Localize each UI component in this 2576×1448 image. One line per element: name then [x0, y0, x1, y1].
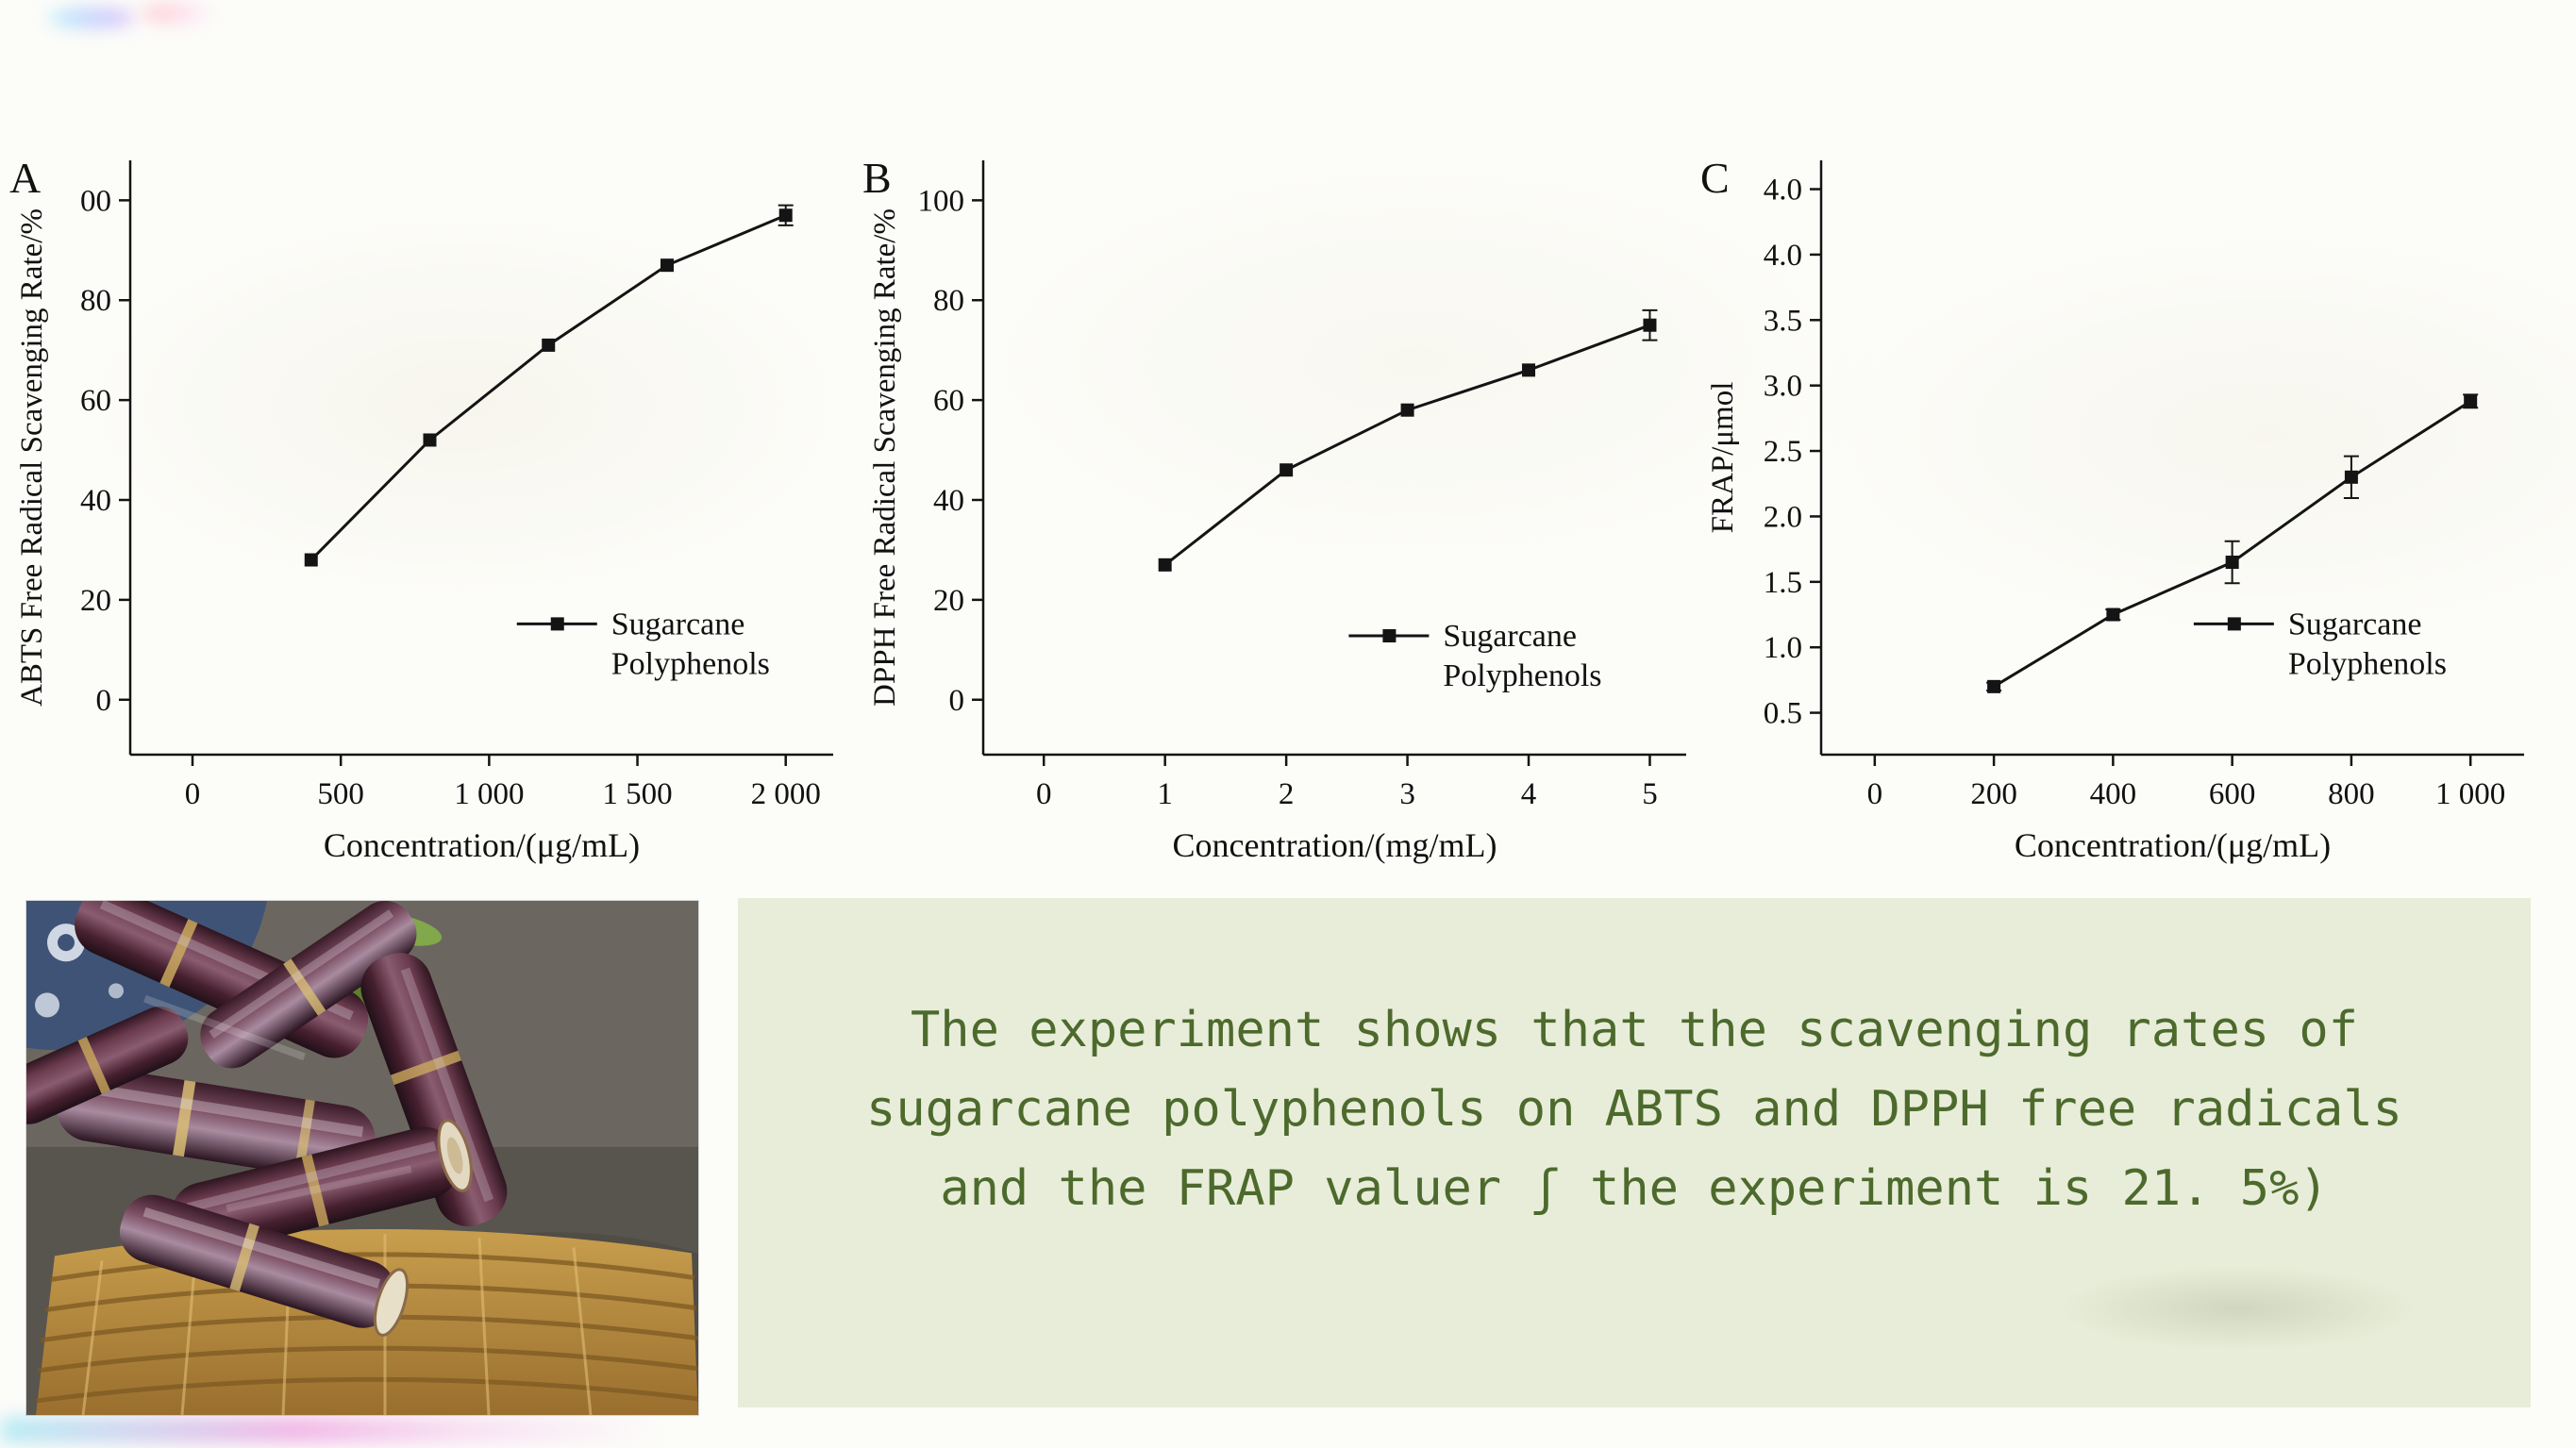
svg-text:2.5: 2.5	[1764, 435, 1802, 469]
svg-text:800: 800	[2328, 777, 2375, 811]
chart-panel-frap: C 0 200 400 600 800 1 000 0.5 1.0 1.5 2.0 2.5 3.0 3.5…	[1698, 121, 2548, 890]
svg-text:100: 100	[918, 184, 965, 218]
svg-text:500: 500	[317, 777, 364, 811]
svg-text:1 000: 1 000	[2435, 777, 2505, 811]
abts-scavenging-chart: A 0 500 1 000 1 500 2 000 0 20 40 60 80 00 Concentra…	[9, 154, 833, 864]
svg-text:FRAP/μmol: FRAP/μmol	[1706, 382, 1740, 534]
svg-text:60: 60	[80, 384, 111, 418]
sugarcane-photo	[26, 901, 698, 1415]
svg-text:Concentration/(μg/mL): Concentration/(μg/mL)	[324, 826, 640, 864]
svg-text:0.5: 0.5	[1764, 697, 1802, 731]
svg-text:0: 0	[949, 684, 965, 718]
svg-text:0: 0	[1867, 777, 1883, 811]
svg-text:400: 400	[2090, 777, 2137, 811]
svg-text:0: 0	[1036, 777, 1052, 811]
svg-text:Polyphenols: Polyphenols	[1443, 658, 1601, 693]
svg-text:1.5: 1.5	[1764, 566, 1802, 600]
svg-text:Polyphenols: Polyphenols	[2288, 646, 2447, 681]
svg-text:4.0: 4.0	[1764, 174, 1802, 208]
chart-panel-dpph: B 0 1 2 3 4 5 0 20 40 60 80 100 Concentration/(mg/mL)…	[861, 121, 1710, 890]
svg-text:1 000: 1 000	[454, 777, 524, 811]
svg-text:600: 600	[2209, 777, 2256, 811]
frap-chart: C 0 200 400 600 800 1 000 0.5 1.0 1.5 2.0 2.5 3.0 3.5…	[1700, 154, 2524, 864]
svg-text:00: 00	[80, 184, 111, 218]
caption-line: sugarcane polyphenols on ABTS and DPPH f…	[866, 1081, 2402, 1138]
svg-text:Polyphenols: Polyphenols	[611, 646, 770, 681]
caption-line: The experiment shows that the scavenging…	[910, 1002, 2359, 1058]
svg-text:80: 80	[933, 284, 964, 318]
svg-text:0: 0	[185, 777, 201, 811]
caption-line: and the FRAP valuer ʃ the experiment is …	[940, 1160, 2329, 1217]
svg-text:3.5: 3.5	[1764, 304, 1802, 338]
svg-text:40: 40	[933, 484, 964, 518]
svg-text:40: 40	[80, 484, 111, 518]
svg-text:DPPH Free Radical Scavenging R: DPPH Free Radical Scavenging Rate/%	[868, 208, 902, 707]
svg-text:20: 20	[933, 584, 964, 618]
dpph-scavenging-chart: B 0 1 2 3 4 5 0 20 40 60 80 100 Concentration/(mg/mL)…	[862, 154, 1686, 864]
svg-text:80: 80	[80, 284, 111, 318]
svg-text:ABTS Free Radical Scavenging R: ABTS Free Radical Scavenging Rate/%	[15, 208, 49, 707]
svg-text:Sugarcane: Sugarcane	[2288, 607, 2422, 641]
svg-text:4: 4	[1521, 777, 1537, 811]
svg-text:A: A	[9, 154, 41, 202]
svg-text:3.0: 3.0	[1764, 370, 1802, 404]
svg-text:4.0: 4.0	[1764, 239, 1802, 273]
svg-text:B: B	[862, 154, 892, 202]
svg-text:C: C	[1700, 154, 1730, 202]
svg-text:1: 1	[1157, 777, 1173, 811]
svg-text:5: 5	[1642, 777, 1658, 811]
svg-text:Concentration/(μg/mL): Concentration/(μg/mL)	[2015, 826, 2331, 864]
svg-text:0: 0	[96, 684, 112, 718]
caption-box: The experiment shows that the scavenging…	[738, 898, 2531, 1407]
decorative-smudge-bottom	[0, 1417, 661, 1443]
svg-text:2.0: 2.0	[1764, 500, 1802, 534]
svg-text:Sugarcane: Sugarcane	[1443, 619, 1577, 654]
svg-text:2 000: 2 000	[751, 777, 821, 811]
svg-text:60: 60	[933, 384, 964, 418]
svg-text:1.0: 1.0	[1764, 631, 1802, 665]
svg-text:3: 3	[1399, 777, 1415, 811]
decorative-smudge-top-cyan	[49, 8, 134, 28]
svg-text:Sugarcane: Sugarcane	[611, 607, 745, 641]
svg-text:Concentration/(mg/mL): Concentration/(mg/mL)	[1173, 826, 1497, 864]
svg-text:20: 20	[80, 584, 111, 618]
svg-text:1 500: 1 500	[602, 777, 672, 811]
svg-text:200: 200	[1970, 777, 2017, 811]
decorative-smudge-top-pink	[142, 4, 208, 23]
sugarcane-photo-illustration	[26, 901, 698, 1415]
chart-panel-abts: A 0 500 1 000 1 500 2 000 0 20 40 60 80 00 Concentra…	[8, 121, 857, 890]
svg-text:2: 2	[1279, 777, 1295, 811]
